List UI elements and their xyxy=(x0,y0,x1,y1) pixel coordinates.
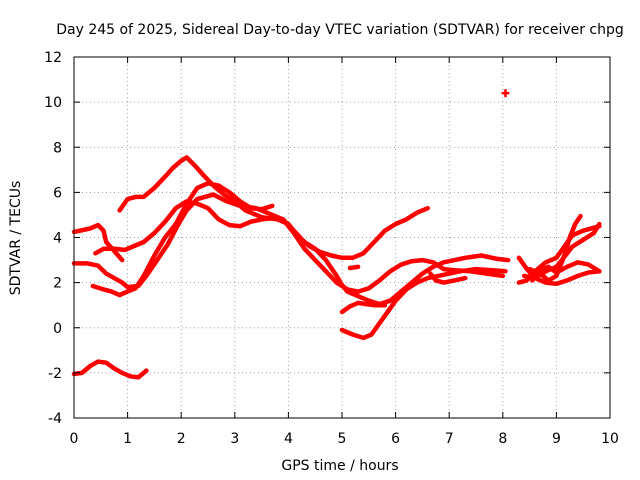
series-line-track-9 xyxy=(428,271,468,285)
x-tick-label: 7 xyxy=(445,431,454,447)
series-line-track-6 xyxy=(71,359,149,380)
chart-title: Day 245 of 2025, Sidereal Day-to-day VTE… xyxy=(56,22,624,38)
x-tick-label: 9 xyxy=(552,431,561,447)
y-tick-label: -4 xyxy=(48,411,62,427)
x-tick-label: 6 xyxy=(391,431,400,447)
x-tick-label: 8 xyxy=(498,431,507,447)
series-line-track-7 xyxy=(339,300,388,315)
y-tick-label: 12 xyxy=(44,50,62,66)
x-axis-label: GPS time / hours xyxy=(281,458,398,474)
series-line-track-11 xyxy=(516,255,602,287)
data-series xyxy=(71,89,602,380)
x-tick-label: 2 xyxy=(177,431,186,447)
series-marker-outlier xyxy=(501,89,510,98)
x-tick-label: 1 xyxy=(123,431,132,447)
series-line-track-14 xyxy=(527,213,583,283)
y-tick-label: 8 xyxy=(53,140,62,156)
y-tick-label: 6 xyxy=(53,185,62,201)
grid-lines xyxy=(74,57,610,418)
x-tick-label: 3 xyxy=(230,431,239,447)
x-tick-label: 5 xyxy=(338,431,347,447)
axis-ticks xyxy=(73,56,611,419)
x-tick-label: 0 xyxy=(70,431,79,447)
series-line-track-5 xyxy=(93,199,511,307)
y-tick-label: 2 xyxy=(53,276,62,292)
series-line-track-8 xyxy=(339,266,508,341)
y-tick-labels: -4 -2 0 2 4 6 8 10 12 xyxy=(44,50,62,427)
x-tick-labels: 0 1 2 3 4 5 6 7 8 9 10 xyxy=(70,431,619,447)
x-tick-label: 4 xyxy=(284,431,293,447)
y-axis-label: SDTVAR / TECUs xyxy=(8,181,24,296)
series-line-track-10 xyxy=(347,264,361,271)
series-line-track-15 xyxy=(530,260,602,283)
y-tick-label: 0 xyxy=(53,321,62,337)
series-line-track-3 xyxy=(90,181,275,298)
y-tick-label: 10 xyxy=(44,95,62,111)
y-tick-label: -2 xyxy=(48,366,62,382)
x-tick-label: 10 xyxy=(601,431,619,447)
y-tick-label: 4 xyxy=(53,231,62,247)
series-line-track-1 xyxy=(71,222,125,263)
